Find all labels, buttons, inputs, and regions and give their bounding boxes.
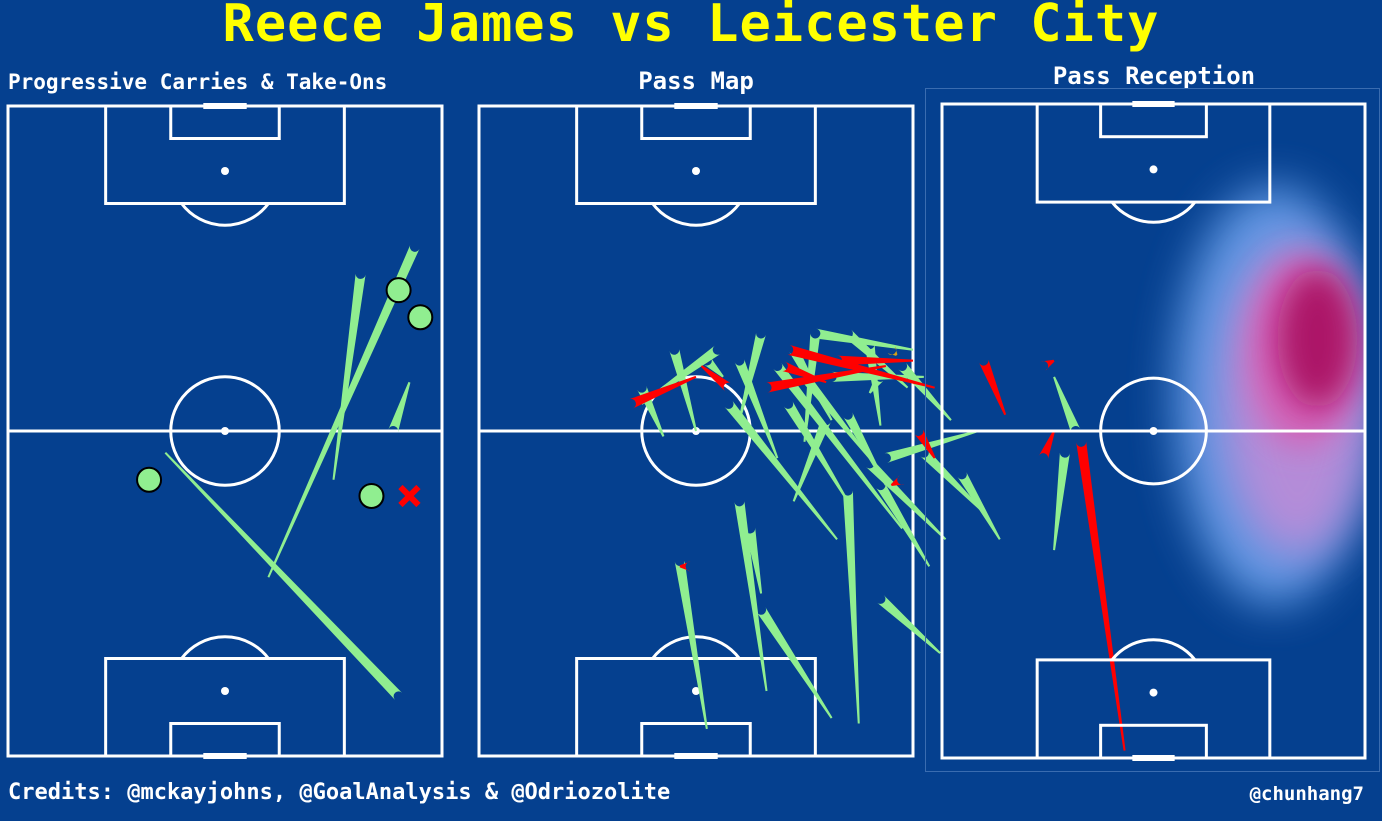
pass-arrow-complete	[831, 371, 924, 382]
pass-arrow-complete	[724, 400, 838, 540]
top-goal	[1132, 101, 1175, 107]
center-spot	[221, 427, 229, 435]
bottom-goal	[1132, 755, 1175, 761]
top-penalty-arc	[651, 202, 741, 227]
carry-arrow	[388, 381, 411, 433]
bottom-penalty-area	[1035, 658, 1272, 760]
pass-arrow-complete	[884, 430, 979, 463]
pass-arrow-complete	[669, 348, 697, 432]
author-handle: @chunhang7	[1249, 783, 1364, 805]
pass-arrow-incomplete	[765, 365, 887, 393]
bottom-six-yard-box	[1099, 723, 1208, 760]
bottom-goal	[203, 753, 247, 759]
bottom-penalty-arc	[1110, 638, 1197, 661]
bottom-six-yard-box	[169, 722, 281, 758]
pass-reception-frame	[925, 88, 1380, 772]
take-on-complete-marker	[385, 277, 412, 304]
pass-arrow-incomplete	[1040, 359, 1055, 371]
density-peak	[1277, 268, 1358, 409]
pass-arrow-complete	[745, 527, 763, 594]
top-penalty-arc	[1110, 201, 1197, 224]
pass-arrow-incomplete	[679, 561, 691, 572]
pass-arrow-complete	[877, 595, 941, 654]
pass-map-title: Pass Map	[638, 67, 754, 95]
center-circle	[169, 375, 281, 487]
pass-arrow-complete	[734, 500, 768, 692]
pass-arrow-incomplete	[837, 355, 913, 366]
pass-reception-pitch	[940, 101, 1367, 761]
top-penalty-area	[1035, 102, 1272, 204]
top-six-yard-box	[640, 104, 752, 140]
top-penalty-arc	[180, 202, 270, 227]
top-penalty-spot	[1149, 165, 1158, 174]
top-goal	[674, 103, 718, 109]
pass-arrow-complete	[842, 490, 860, 724]
pass-arrow-complete	[773, 362, 903, 530]
pass-arrow-complete	[789, 347, 833, 421]
pass-arrow-incomplete	[628, 375, 697, 409]
pass-arrow-complete	[756, 607, 833, 719]
top-goal	[203, 103, 247, 109]
bottom-penalty-arc	[180, 635, 270, 660]
carries-chart-title: Progressive Carries & Take-Ons	[8, 70, 388, 94]
pass-arrow-incomplete	[1076, 441, 1126, 751]
pass-arrow-complete	[792, 418, 831, 502]
pass-arrow-incomplete	[700, 365, 732, 392]
bottom-goal	[674, 753, 718, 759]
pass-arrow-incomplete	[1038, 430, 1055, 460]
bottom-penalty-spot	[1149, 688, 1158, 697]
carries-pitch	[6, 103, 444, 759]
take-on-complete-marker	[358, 483, 385, 509]
pass-arrow-complete	[734, 358, 779, 459]
pass-arrow-incomplete	[890, 475, 905, 487]
center-circle	[1099, 376, 1208, 486]
bottom-penalty-area	[104, 657, 346, 758]
top-penalty-spot	[221, 167, 229, 175]
top-six-yard-box	[1099, 102, 1208, 139]
pass-arrow-incomplete	[978, 358, 1007, 416]
pass-arrow-incomplete	[914, 428, 936, 459]
pass-arrow-complete	[703, 357, 724, 378]
credits-text: Credits: @mckayjohns, @GoalAnalysis & @O…	[8, 780, 671, 805]
pass-arrow-complete	[920, 449, 985, 513]
pass-arrow-incomplete	[786, 344, 935, 389]
pass-map-pitch	[477, 103, 1126, 759]
center-spot	[1149, 427, 1158, 435]
bottom-penalty-spot	[221, 687, 229, 695]
bottom-six-yard-box	[640, 722, 752, 758]
pass-arrow-complete	[1053, 452, 1070, 551]
pass-arrow-complete	[957, 471, 1001, 540]
pass-arrow-assist	[887, 346, 898, 356]
pass-arrow-complete	[1053, 376, 1081, 433]
pass-arrow-complete	[674, 560, 708, 730]
pass-arrow-complete	[876, 482, 931, 567]
pass-arrow-complete	[814, 328, 914, 351]
reception-density	[1174, 185, 1365, 606]
pass-arrow-complete	[738, 332, 766, 421]
bottom-penalty-arc	[651, 635, 741, 660]
take-on-complete-marker	[136, 466, 163, 493]
pass-reception-title: Pass Reception	[1052, 62, 1256, 90]
carry-arrow	[164, 451, 403, 700]
top-penalty-spot	[692, 167, 700, 175]
take-on-failed-marker	[398, 484, 421, 508]
bottom-penalty-spot	[692, 687, 700, 695]
pass-arrow-complete	[868, 374, 885, 394]
top-penalty-area	[575, 104, 817, 205]
pass-arrow-complete	[866, 459, 947, 541]
take-on-complete-marker	[407, 304, 434, 331]
top-six-yard-box	[169, 104, 281, 140]
page-title: Reece James vs Leicester City	[222, 0, 1160, 54]
carry-arrow	[332, 273, 366, 480]
top-penalty-area	[104, 104, 346, 205]
